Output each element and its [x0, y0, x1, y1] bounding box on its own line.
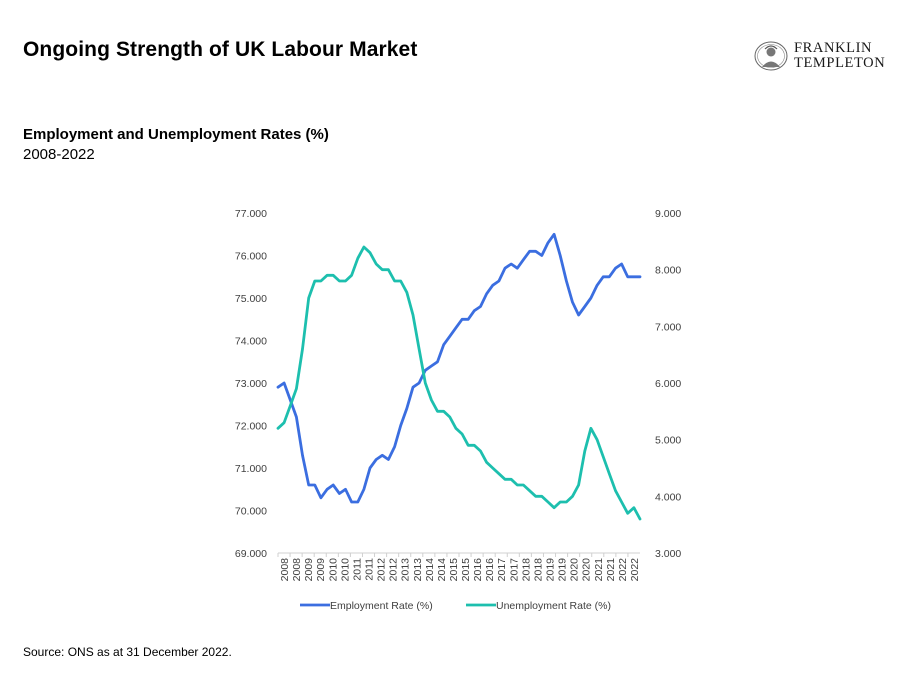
chart-date-range: 2008-2022: [23, 146, 95, 163]
left-axis-tick-label: 76.000: [235, 251, 267, 263]
logo-text-templeton: TEMPLETON: [794, 55, 886, 71]
left-axis-tick-label: 71.000: [235, 463, 267, 475]
right-axis-tick-label: 3.000: [655, 548, 681, 560]
franklin-portrait-icon: [754, 41, 788, 71]
right-axis-tick-label: 7.000: [655, 321, 681, 333]
x-axis-tick-label: 2017: [496, 558, 508, 582]
x-axis-tick-label: 2019: [545, 558, 557, 582]
x-axis-tick-label: 2018: [520, 558, 532, 582]
right-axis-tick-label: 9.000: [655, 208, 681, 220]
left-axis-tick-label: 75.000: [235, 293, 267, 305]
left-axis-tick-label: 69.000: [235, 548, 267, 560]
x-axis-tick-label: 2017: [508, 558, 520, 582]
x-axis-tick-label: 2020: [569, 558, 581, 582]
right-axis-tick-label: 5.000: [655, 435, 681, 447]
x-axis-tick-label: 2012: [388, 558, 400, 582]
source-note: Source: ONS as at 31 December 2022.: [23, 645, 232, 659]
x-axis-tick-label: 2021: [605, 558, 617, 582]
x-axis-tick-label: 2016: [472, 558, 484, 582]
x-axis-tick-label: 2013: [400, 558, 412, 582]
x-axis-tick-label: 2009: [303, 558, 315, 582]
x-axis-tick-label: 2022: [629, 558, 641, 582]
chart-legend: Employment Rate (%) Unemployment Rate (%): [300, 600, 611, 612]
x-axis-tick-label: 2015: [460, 558, 472, 582]
right-axis-tick-label: 4.000: [655, 491, 681, 503]
x-axis-tick-label: 2021: [593, 558, 605, 582]
chart-axes: 69.000 70.000 71.000 72.000 73.000 74.000 75.0…: [235, 208, 682, 581]
left-axis-tick-label: 72.000: [235, 421, 267, 433]
x-axis-tick-label: 2020: [581, 558, 593, 582]
left-axis-tick-label: 70.000: [235, 506, 267, 518]
left-axis-tick-label: 74.000: [235, 336, 267, 348]
right-axis-tick-label: 6.000: [655, 378, 681, 390]
x-axis-tick-label: 2018: [532, 558, 544, 582]
x-axis-tick-label: 2013: [412, 558, 424, 582]
right-axis-tick-label: 8.000: [655, 265, 681, 277]
logo-text-franklin: FRANKLIN: [794, 40, 873, 56]
x-axis-tick-label: 2014: [424, 558, 436, 582]
x-axis-tick-label: 2014: [436, 558, 448, 582]
page-title: Ongoing Strength of UK Labour Market: [23, 38, 418, 61]
chart-subtitle: Employment and Unemployment Rates (%): [23, 126, 329, 143]
x-axis-tick-label: 2011: [351, 558, 363, 581]
x-axis-tick-label: 2011: [364, 558, 376, 581]
x-axis-tick-label: 2022: [617, 558, 629, 582]
chart-series: [276, 232, 642, 521]
x-axis-tick-label: 2008: [291, 558, 303, 582]
left-axis-tick-label: 77.000: [235, 208, 267, 220]
x-axis-tick-label: 2010: [339, 558, 351, 582]
x-axis-tick-label: 2010: [327, 558, 339, 582]
x-axis-tick-label: 2012: [376, 558, 388, 582]
x-axis-tick-label: 2015: [448, 558, 460, 582]
x-axis-tick-label: 2016: [484, 558, 496, 582]
franklin-templeton-logo: FRANKLIN TEMPLETON: [754, 40, 904, 74]
x-axis-tick-label: 2009: [315, 558, 327, 582]
left-axis-tick-label: 73.000: [235, 378, 267, 390]
legend-employment-label: Employment Rate (%): [330, 600, 433, 612]
employment-rate-line: [276, 232, 642, 504]
x-axis-tick-label: 2008: [279, 558, 291, 582]
legend-unemployment-label: Unemployment Rate (%): [496, 600, 611, 612]
x-axis-tick-label: 2019: [557, 558, 569, 582]
unemployment-rate-line: [276, 245, 642, 521]
